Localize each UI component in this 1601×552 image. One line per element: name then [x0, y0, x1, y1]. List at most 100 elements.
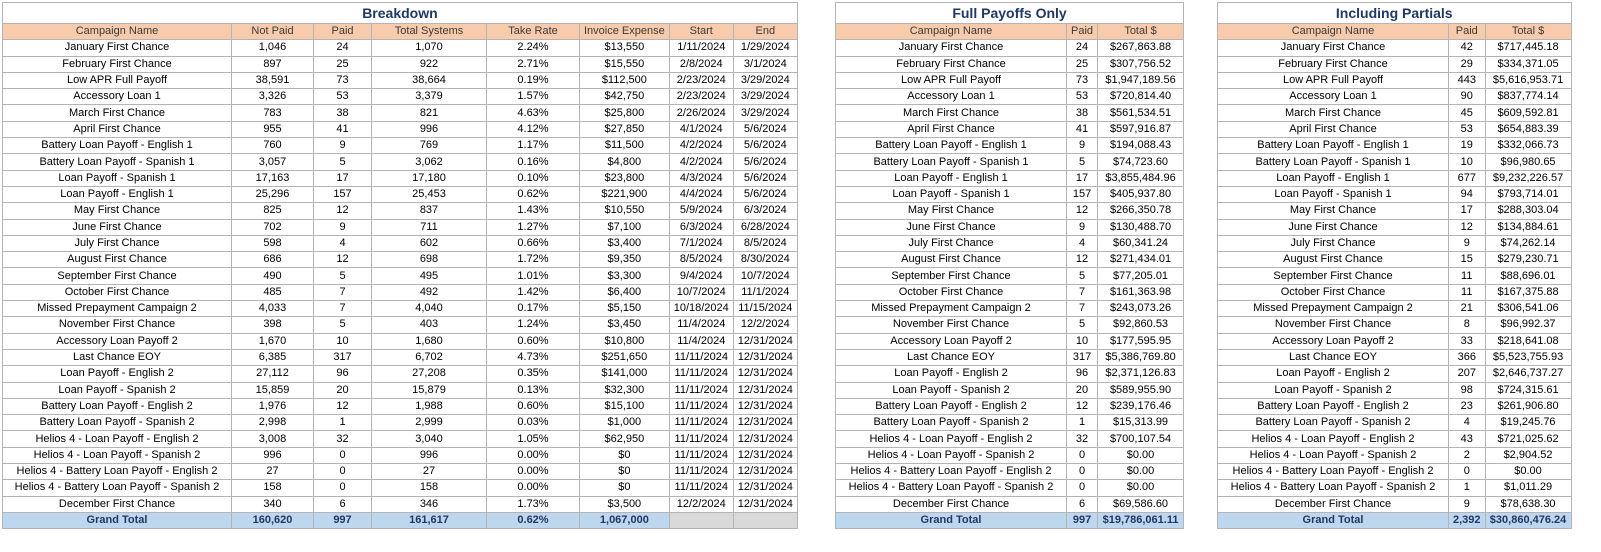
table-cell[interactable]: Helios 4 - Loan Payoff - Spanish 2: [2, 446, 232, 465]
table-cell[interactable]: Helios 4 - Loan Payoff - Spanish 2: [835, 446, 1067, 465]
table-cell[interactable]: 11/11/2024: [668, 479, 734, 497]
table-cell[interactable]: 6,702: [371, 348, 487, 367]
table-cell[interactable]: 73: [1065, 71, 1099, 90]
partials-header-cell[interactable]: Total $: [1484, 22, 1572, 41]
table-cell[interactable]: 686: [231, 251, 314, 269]
table-cell[interactable]: July First Chance: [835, 234, 1067, 253]
table-cell[interactable]: Last Chance EOY: [2, 348, 232, 367]
table-cell[interactable]: $74,723.60: [1097, 153, 1185, 171]
table-cell[interactable]: 11/11/2024: [668, 365, 734, 383]
table-cell[interactable]: 4,033: [231, 300, 314, 318]
table-cell[interactable]: 11/11/2024: [668, 463, 734, 481]
table-cell[interactable]: 4.73%: [486, 348, 580, 367]
table-cell[interactable]: 10: [1448, 153, 1486, 171]
table-cell[interactable]: Missed Prepayment Campaign 2: [835, 300, 1067, 318]
table-cell[interactable]: 3,040: [371, 430, 487, 448]
table-cell[interactable]: 6,385: [231, 348, 314, 367]
table-cell[interactable]: 5: [1065, 267, 1099, 285]
table-cell[interactable]: $218,641.08: [1484, 332, 1572, 350]
table-cell[interactable]: 11/1/2024: [732, 283, 798, 302]
table-cell[interactable]: $130,488.70: [1097, 218, 1185, 236]
table-cell[interactable]: 19: [1448, 137, 1486, 155]
table-cell[interactable]: 11/11/2024: [668, 414, 734, 432]
table-cell[interactable]: 38: [313, 104, 372, 122]
table-cell[interactable]: 158: [371, 479, 487, 497]
table-cell[interactable]: 41: [1065, 120, 1099, 139]
table-cell[interactable]: January First Chance: [835, 39, 1067, 57]
table-cell[interactable]: $837,774.14: [1484, 88, 1572, 106]
table-cell[interactable]: 4: [1448, 414, 1486, 432]
table-cell[interactable]: 25: [1065, 55, 1099, 73]
full-payoffs-header-cell[interactable]: Campaign Name: [835, 22, 1067, 41]
table-cell[interactable]: 38,664: [371, 71, 487, 90]
table-cell[interactable]: $288,303.04: [1484, 202, 1572, 220]
table-cell[interactable]: 4/2/2024: [668, 153, 734, 171]
table-cell[interactable]: 21: [1448, 300, 1486, 318]
table-cell[interactable]: December First Chance: [835, 495, 1067, 513]
table-cell[interactable]: $5,386,769.80: [1097, 348, 1185, 367]
table-cell[interactable]: 0: [1065, 446, 1099, 465]
breakdown-header-cell[interactable]: Total Systems: [371, 22, 487, 41]
table-cell[interactable]: 3,008: [231, 430, 314, 448]
table-cell[interactable]: 207: [1448, 365, 1486, 383]
table-cell[interactable]: 10: [313, 332, 372, 350]
table-cell[interactable]: $15,100: [579, 397, 670, 416]
table-cell[interactable]: 6: [313, 495, 372, 513]
table-cell[interactable]: 9: [313, 218, 372, 236]
table-cell[interactable]: December First Chance: [1217, 495, 1449, 513]
table-cell[interactable]: 6/3/2024: [668, 218, 734, 236]
table-cell[interactable]: December First Chance: [2, 495, 232, 513]
table-cell[interactable]: 922: [371, 55, 487, 73]
table-cell[interactable]: $5,150: [579, 300, 670, 318]
table-cell[interactable]: Low APR Full Payoff: [835, 71, 1067, 90]
table-cell[interactable]: $9,350: [579, 251, 670, 269]
table-cell[interactable]: $2,371,126.83: [1097, 365, 1185, 383]
grand-total-cell[interactable]: 997: [1065, 511, 1099, 530]
table-cell[interactable]: $307,756.52: [1097, 55, 1185, 73]
table-cell[interactable]: $13,550: [579, 39, 670, 57]
table-cell[interactable]: 443: [1448, 71, 1486, 90]
table-cell[interactable]: 2/23/2024: [668, 71, 734, 90]
table-cell[interactable]: $405,937.80: [1097, 185, 1185, 204]
table-cell[interactable]: 6: [1065, 495, 1099, 513]
table-cell[interactable]: 8/30/2024: [732, 251, 798, 269]
table-cell[interactable]: $77,205.01: [1097, 267, 1185, 285]
table-cell[interactable]: $7,100: [579, 218, 670, 236]
table-cell[interactable]: Loan Payoff - Spanish 1: [2, 169, 232, 187]
table-cell[interactable]: Accessory Loan 1: [2, 88, 232, 106]
table-cell[interactable]: Accessory Loan Payoff 2: [835, 332, 1067, 350]
table-cell[interactable]: Accessory Loan 1: [835, 88, 1067, 106]
table-cell[interactable]: November First Chance: [835, 316, 1067, 334]
table-cell[interactable]: January First Chance: [1217, 39, 1449, 57]
table-cell[interactable]: March First Chance: [835, 104, 1067, 122]
table-cell[interactable]: 5: [313, 316, 372, 334]
table-cell[interactable]: Helios 4 - Loan Payoff - Spanish 2: [1217, 446, 1449, 465]
table-cell[interactable]: $62,950: [579, 430, 670, 448]
table-cell[interactable]: $177,595.95: [1097, 332, 1185, 350]
table-cell[interactable]: 8/5/2024: [732, 234, 798, 253]
table-cell[interactable]: Helios 4 - Battery Loan Payoff - English…: [2, 463, 232, 481]
table-cell[interactable]: 17: [313, 169, 372, 187]
table-cell[interactable]: 837: [371, 202, 487, 220]
table-cell[interactable]: 485: [231, 283, 314, 302]
table-cell[interactable]: Accessory Loan 1: [1217, 88, 1449, 106]
table-cell[interactable]: 2.71%: [486, 55, 580, 73]
table-cell[interactable]: $561,534.51: [1097, 104, 1185, 122]
table-cell[interactable]: 317: [1065, 348, 1099, 367]
table-cell[interactable]: Accessory Loan Payoff 2: [2, 332, 232, 350]
table-cell[interactable]: 897: [231, 55, 314, 73]
table-cell[interactable]: $141,000: [579, 365, 670, 383]
table-cell[interactable]: 7/1/2024: [668, 234, 734, 253]
table-cell[interactable]: 4,040: [371, 300, 487, 318]
table-cell[interactable]: 5: [1065, 153, 1099, 171]
table-cell[interactable]: $243,073.26: [1097, 300, 1185, 318]
table-cell[interactable]: Helios 4 - Battery Loan Payoff - Spanish…: [1217, 479, 1449, 497]
table-cell[interactable]: Loan Payoff - Spanish 1: [835, 185, 1067, 204]
table-cell[interactable]: 6/3/2024: [732, 202, 798, 220]
table-cell[interactable]: Loan Payoff - Spanish 2: [835, 381, 1067, 399]
grand-total-cell[interactable]: 997: [313, 511, 372, 530]
table-cell[interactable]: 4.63%: [486, 104, 580, 122]
table-cell[interactable]: 698: [371, 251, 487, 269]
table-cell[interactable]: April First Chance: [2, 120, 232, 139]
table-cell[interactable]: Low APR Full Payoff: [2, 71, 232, 90]
